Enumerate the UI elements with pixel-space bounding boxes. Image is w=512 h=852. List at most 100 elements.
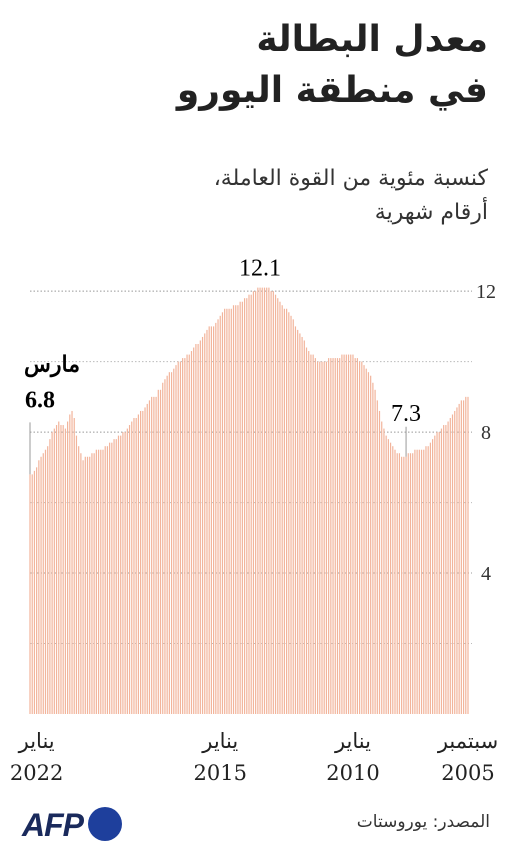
bar bbox=[159, 389, 162, 714]
bar bbox=[186, 354, 188, 714]
bar bbox=[144, 407, 146, 714]
bar bbox=[332, 358, 334, 714]
bar bbox=[199, 340, 201, 714]
bar bbox=[277, 298, 279, 714]
bar bbox=[321, 361, 323, 714]
bar bbox=[418, 449, 420, 714]
bar bbox=[104, 446, 106, 714]
bar bbox=[58, 421, 60, 714]
bar bbox=[100, 449, 102, 714]
bar bbox=[93, 453, 95, 714]
bar bbox=[420, 449, 423, 714]
bar bbox=[246, 298, 248, 714]
bar bbox=[294, 326, 297, 714]
bar bbox=[467, 396, 469, 714]
bar bbox=[432, 439, 434, 714]
bar bbox=[255, 291, 257, 714]
bar bbox=[330, 358, 332, 714]
bar bbox=[210, 326, 212, 714]
bar bbox=[456, 407, 458, 714]
x-tick-label: سبتمبر 2005 bbox=[437, 729, 499, 785]
bar bbox=[102, 449, 104, 714]
chart-subtitle: كنسبة مئوية من القوة العاملة، أرقام شهري… bbox=[213, 166, 488, 226]
bar bbox=[164, 379, 166, 714]
bar bbox=[398, 453, 401, 714]
bar bbox=[155, 396, 157, 714]
bar bbox=[394, 449, 396, 714]
bar bbox=[396, 453, 398, 714]
bar bbox=[447, 421, 449, 714]
bar bbox=[106, 446, 109, 714]
bar bbox=[292, 319, 294, 714]
bar bbox=[113, 439, 115, 714]
bar bbox=[354, 358, 356, 714]
bar bbox=[239, 301, 241, 714]
bar bbox=[308, 351, 310, 714]
bar bbox=[334, 358, 336, 714]
logo-circle bbox=[88, 807, 122, 841]
bar bbox=[297, 329, 299, 714]
bar bbox=[64, 428, 66, 714]
bar bbox=[268, 287, 270, 714]
bar bbox=[89, 456, 91, 714]
bar bbox=[111, 442, 113, 714]
bar bbox=[53, 428, 55, 714]
bar bbox=[299, 333, 301, 714]
bar bbox=[310, 354, 312, 714]
bar bbox=[208, 326, 210, 714]
bar bbox=[120, 435, 122, 714]
bar bbox=[303, 340, 305, 714]
annotation-month: مارس bbox=[24, 351, 80, 377]
bar bbox=[443, 425, 445, 714]
bar bbox=[124, 432, 126, 714]
bar bbox=[381, 421, 383, 714]
bar bbox=[97, 449, 100, 714]
bar bbox=[416, 449, 418, 714]
bar bbox=[122, 432, 124, 714]
bar bbox=[226, 308, 228, 714]
bar bbox=[414, 449, 416, 714]
bar bbox=[261, 287, 263, 714]
bar bbox=[95, 449, 97, 714]
bar bbox=[195, 344, 197, 714]
x-tick-label: يناير 2022 bbox=[9, 729, 64, 785]
bar bbox=[135, 418, 137, 714]
bar bbox=[387, 439, 389, 714]
source: المصدر: يوروستات bbox=[356, 812, 490, 832]
bar bbox=[162, 382, 164, 714]
bar bbox=[131, 421, 133, 714]
bar bbox=[73, 418, 75, 714]
bar bbox=[190, 351, 193, 714]
bar bbox=[429, 442, 431, 714]
bar bbox=[228, 308, 230, 714]
bar bbox=[49, 439, 51, 714]
bar bbox=[243, 298, 246, 714]
bar bbox=[328, 358, 330, 714]
bar bbox=[51, 432, 53, 714]
bar bbox=[36, 467, 38, 714]
bar bbox=[462, 400, 465, 714]
bar bbox=[434, 435, 436, 714]
bar bbox=[232, 305, 235, 714]
bar bbox=[314, 358, 316, 714]
bar bbox=[341, 354, 343, 714]
bar bbox=[230, 308, 232, 714]
bar bbox=[241, 301, 243, 714]
bar bbox=[166, 375, 168, 714]
bar bbox=[458, 403, 460, 714]
bar bbox=[248, 294, 250, 714]
bar bbox=[206, 329, 208, 714]
bar bbox=[221, 312, 224, 714]
bar bbox=[465, 396, 467, 714]
bar bbox=[283, 308, 285, 714]
bar bbox=[179, 361, 182, 714]
bar bbox=[44, 449, 47, 714]
bar bbox=[376, 400, 378, 714]
bar bbox=[407, 453, 409, 714]
bar bbox=[290, 315, 292, 714]
bar bbox=[42, 453, 44, 714]
bar bbox=[217, 319, 219, 714]
bar bbox=[286, 308, 288, 714]
bar bbox=[184, 358, 186, 714]
